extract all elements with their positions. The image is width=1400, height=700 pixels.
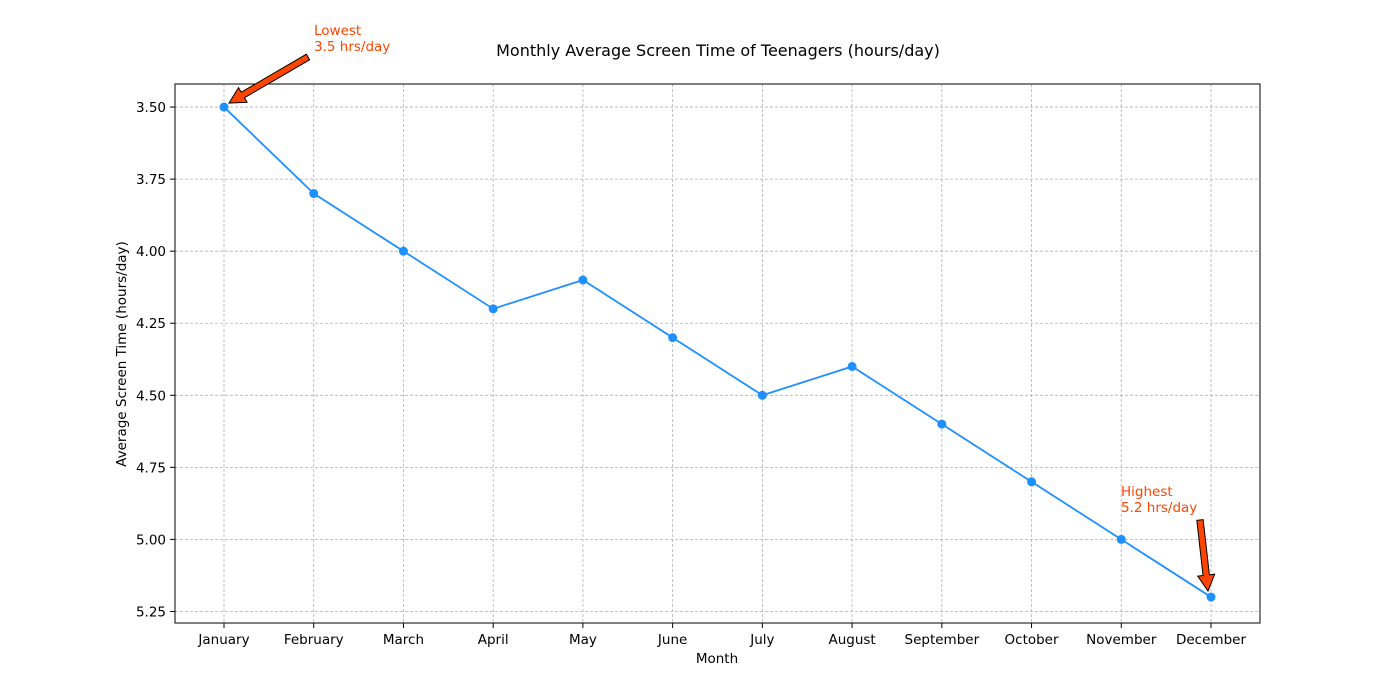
data-point: [578, 276, 587, 285]
y-tick-label: 4.25: [136, 316, 166, 332]
x-tick-label: October: [1005, 632, 1059, 648]
x-tick-label: December: [1176, 632, 1246, 648]
y-axis-label: Average Screen Time (hours/day): [114, 241, 130, 467]
y-tick-label: 5.00: [136, 532, 166, 548]
x-tick-label: August: [828, 632, 875, 648]
y-tick-label: 4.50: [136, 388, 166, 404]
x-tick-label: June: [657, 632, 687, 648]
data-point: [399, 247, 408, 256]
x-tick-label: February: [284, 632, 344, 648]
x-tick-label: March: [383, 632, 424, 648]
data-point: [1207, 593, 1216, 602]
y-tick-label: 5.25: [136, 604, 166, 620]
x-tick-label: November: [1086, 632, 1157, 648]
chart-title: Monthly Average Screen Time of Teenagers…: [496, 41, 940, 60]
annotation-text: Lowest: [314, 23, 361, 39]
data-point: [1117, 535, 1126, 544]
annotation-text: 5.2 hrs/day: [1121, 500, 1197, 516]
y-tick-label: 4.75: [136, 460, 166, 476]
data-point: [220, 103, 229, 112]
annotation-text: 3.5 hrs/day: [314, 39, 390, 55]
x-tick-label: September: [905, 632, 980, 648]
data-point: [668, 333, 677, 342]
data-point: [937, 420, 946, 429]
y-tick-label: 4.00: [136, 244, 166, 260]
data-point: [848, 362, 857, 371]
data-point: [489, 304, 498, 313]
x-axis-label: Month: [696, 651, 738, 667]
x-tick-label: July: [749, 632, 774, 648]
data-point: [309, 189, 318, 198]
annotation-text: Highest: [1121, 484, 1173, 500]
x-tick-label: May: [569, 632, 597, 648]
y-tick-label: 3.75: [136, 172, 166, 188]
data-point: [1027, 477, 1036, 486]
x-tick-label: April: [478, 632, 509, 648]
x-tick-label: January: [197, 632, 249, 648]
y-tick-label: 3.50: [136, 100, 166, 116]
data-point: [758, 391, 767, 400]
